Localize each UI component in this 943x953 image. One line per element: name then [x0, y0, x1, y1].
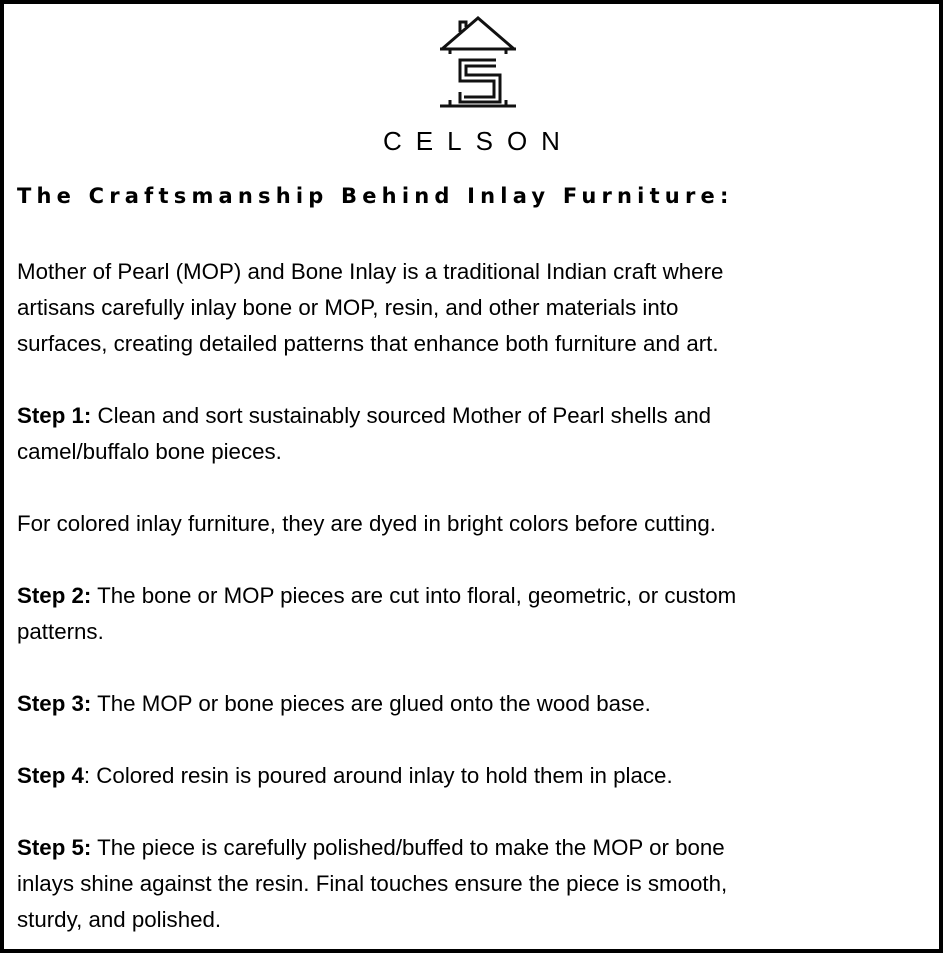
- step-4: Step 4: Colored resin is poured around i…: [17, 758, 736, 794]
- brand-name: CELSON: [383, 126, 574, 156]
- step-label: Step 5:: [17, 835, 92, 860]
- step-text: Clean and sort sustainably sourced Mothe…: [91, 403, 712, 428]
- step-text: The MOP or bone pieces are glued onto th…: [91, 691, 651, 716]
- step-text: sturdy, and polished.: [17, 907, 222, 932]
- intro-line: Mother of Pearl (MOP) and Bone Inlay is …: [17, 259, 724, 284]
- step-text: patterns.: [17, 619, 104, 644]
- step-text: The bone or MOP pieces are cut into flor…: [91, 583, 737, 608]
- page-title: The Craftsmanship Behind Inlay Furniture…: [17, 184, 734, 208]
- step-label: Step 2:: [17, 583, 92, 608]
- step-text: : Colored resin is poured around inlay t…: [83, 763, 673, 788]
- step-text: camel/buffalo bone pieces.: [17, 439, 282, 464]
- step-label: Step 3:: [17, 691, 92, 716]
- intro-line: artisans carefully inlay bone or MOP, re…: [17, 295, 679, 320]
- step-1: Step 1: Clean and sort sustainably sourc…: [17, 398, 736, 434]
- step-text: inlays shine against the resin. Final to…: [17, 871, 728, 896]
- intro-line: surfaces, creating detailed patterns tha…: [17, 331, 719, 356]
- step-2: Step 2: The bone or MOP pieces are cut i…: [17, 578, 736, 614]
- step-5: Step 5: The piece is carefully polished/…: [17, 830, 736, 866]
- house-logo-icon: [440, 16, 516, 108]
- step-label: Step 1:: [17, 403, 92, 428]
- document-body: Mother of Pearl (MOP) and Bone Inlay is …: [17, 254, 736, 938]
- step-label: Step 4: [17, 763, 84, 788]
- step-3: Step 3: The MOP or bone pieces are glued…: [17, 686, 736, 722]
- step-text: The piece is carefully polished/buffed t…: [91, 835, 725, 860]
- dye-note: For colored inlay furniture, they are dy…: [17, 511, 716, 536]
